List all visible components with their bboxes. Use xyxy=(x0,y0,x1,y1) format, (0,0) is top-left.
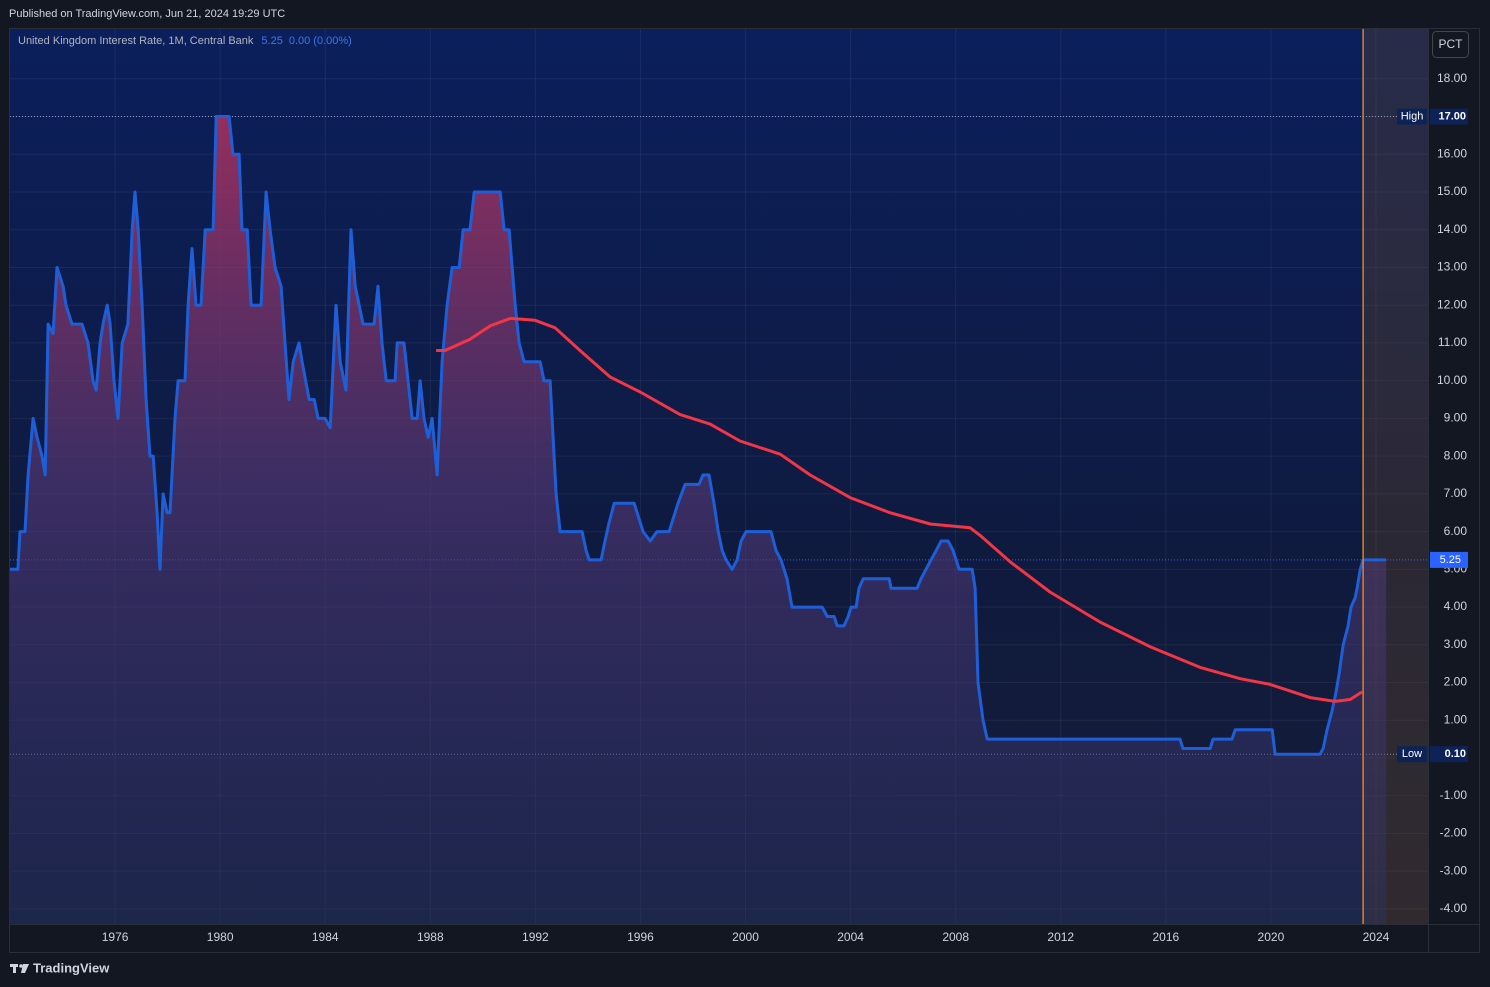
header-title: United Kingdom Interest Rate, 1M, Centra… xyxy=(18,35,254,47)
y-tick-label: 9.00 xyxy=(1444,411,1468,425)
unit-button-label[interactable]: PCT xyxy=(1439,37,1464,51)
high-badge-label: High xyxy=(1401,110,1424,122)
series-line xyxy=(10,115,1387,756)
published-note: Published on TradingView.com, Jun 21, 20… xyxy=(9,8,285,20)
y-tick-label: 15.00 xyxy=(1437,184,1467,198)
y-tick-label: -1.00 xyxy=(1440,788,1468,802)
x-tick-label: 2004 xyxy=(837,930,864,944)
y-tick-label: 13.00 xyxy=(1437,260,1467,274)
y-tick-label: 16.00 xyxy=(1437,146,1467,160)
logo-part xyxy=(13,964,16,973)
x-tick-label: 2016 xyxy=(1152,930,1179,944)
y-tick-label: 3.00 xyxy=(1444,637,1468,651)
high-value-badge xyxy=(1430,108,1468,125)
x-tick-label: 2020 xyxy=(1258,930,1285,944)
y-tick-label: 12.00 xyxy=(1437,297,1467,311)
x-tick-label: 2024 xyxy=(1363,930,1390,944)
x-tick-label: 1984 xyxy=(312,930,339,944)
x-tick-label: 2000 xyxy=(732,930,759,944)
series-line xyxy=(436,316,1363,703)
low-value-label: 0.10 xyxy=(1445,748,1466,760)
unit-button[interactable] xyxy=(1432,31,1469,58)
y-tick-label: 1.00 xyxy=(1444,712,1468,726)
y-tick-label: 8.00 xyxy=(1444,448,1468,462)
low-badge-label: Low xyxy=(1402,748,1422,760)
y-tick-label: 14.00 xyxy=(1437,222,1467,236)
high-value-label: 17.00 xyxy=(1438,110,1466,122)
y-tick-label: 6.00 xyxy=(1444,524,1468,538)
y-tick-label: -2.00 xyxy=(1440,826,1468,840)
plot xyxy=(10,29,1428,924)
y-tick-label: -3.00 xyxy=(1440,863,1468,877)
area-fill xyxy=(10,116,1387,924)
logo-part xyxy=(21,964,29,973)
logo-part xyxy=(19,964,23,968)
y-tick-label: 18.00 xyxy=(1437,71,1467,85)
series-header: United Kingdom Interest Rate, 1M, Centra… xyxy=(18,35,352,47)
x-tick-label: 1992 xyxy=(522,930,549,944)
x-tick-label: 1996 xyxy=(627,930,654,944)
y-tick-label: 11.00 xyxy=(1438,335,1467,349)
y-tick-label: 7.00 xyxy=(1444,486,1468,500)
low-badge xyxy=(1397,746,1427,763)
y-tick-label: -4.00 xyxy=(1440,901,1468,915)
low-value-badge xyxy=(1430,746,1468,763)
header-change: 0.00 (0.00%) xyxy=(289,35,352,47)
high-badge xyxy=(1397,108,1427,125)
x-tick-label: 2008 xyxy=(942,930,969,944)
header-last: 5.25 xyxy=(261,35,282,47)
y-tick-label: 4.00 xyxy=(1444,599,1468,613)
footer-brand: TradingView xyxy=(33,960,110,975)
y-tick-label: 10.00 xyxy=(1437,373,1467,387)
footer-logo xyxy=(10,964,29,973)
y-tick-label: 2.00 xyxy=(1444,675,1468,689)
x-tick-label: 1980 xyxy=(207,930,234,944)
last-price-label: 5.25 xyxy=(1440,554,1461,566)
last-price-badge xyxy=(1430,551,1468,568)
x-tick-label: 1976 xyxy=(102,930,129,944)
x-tick-label: 1988 xyxy=(417,930,444,944)
frame xyxy=(9,28,1480,953)
x-tick-label: 2012 xyxy=(1047,930,1074,944)
